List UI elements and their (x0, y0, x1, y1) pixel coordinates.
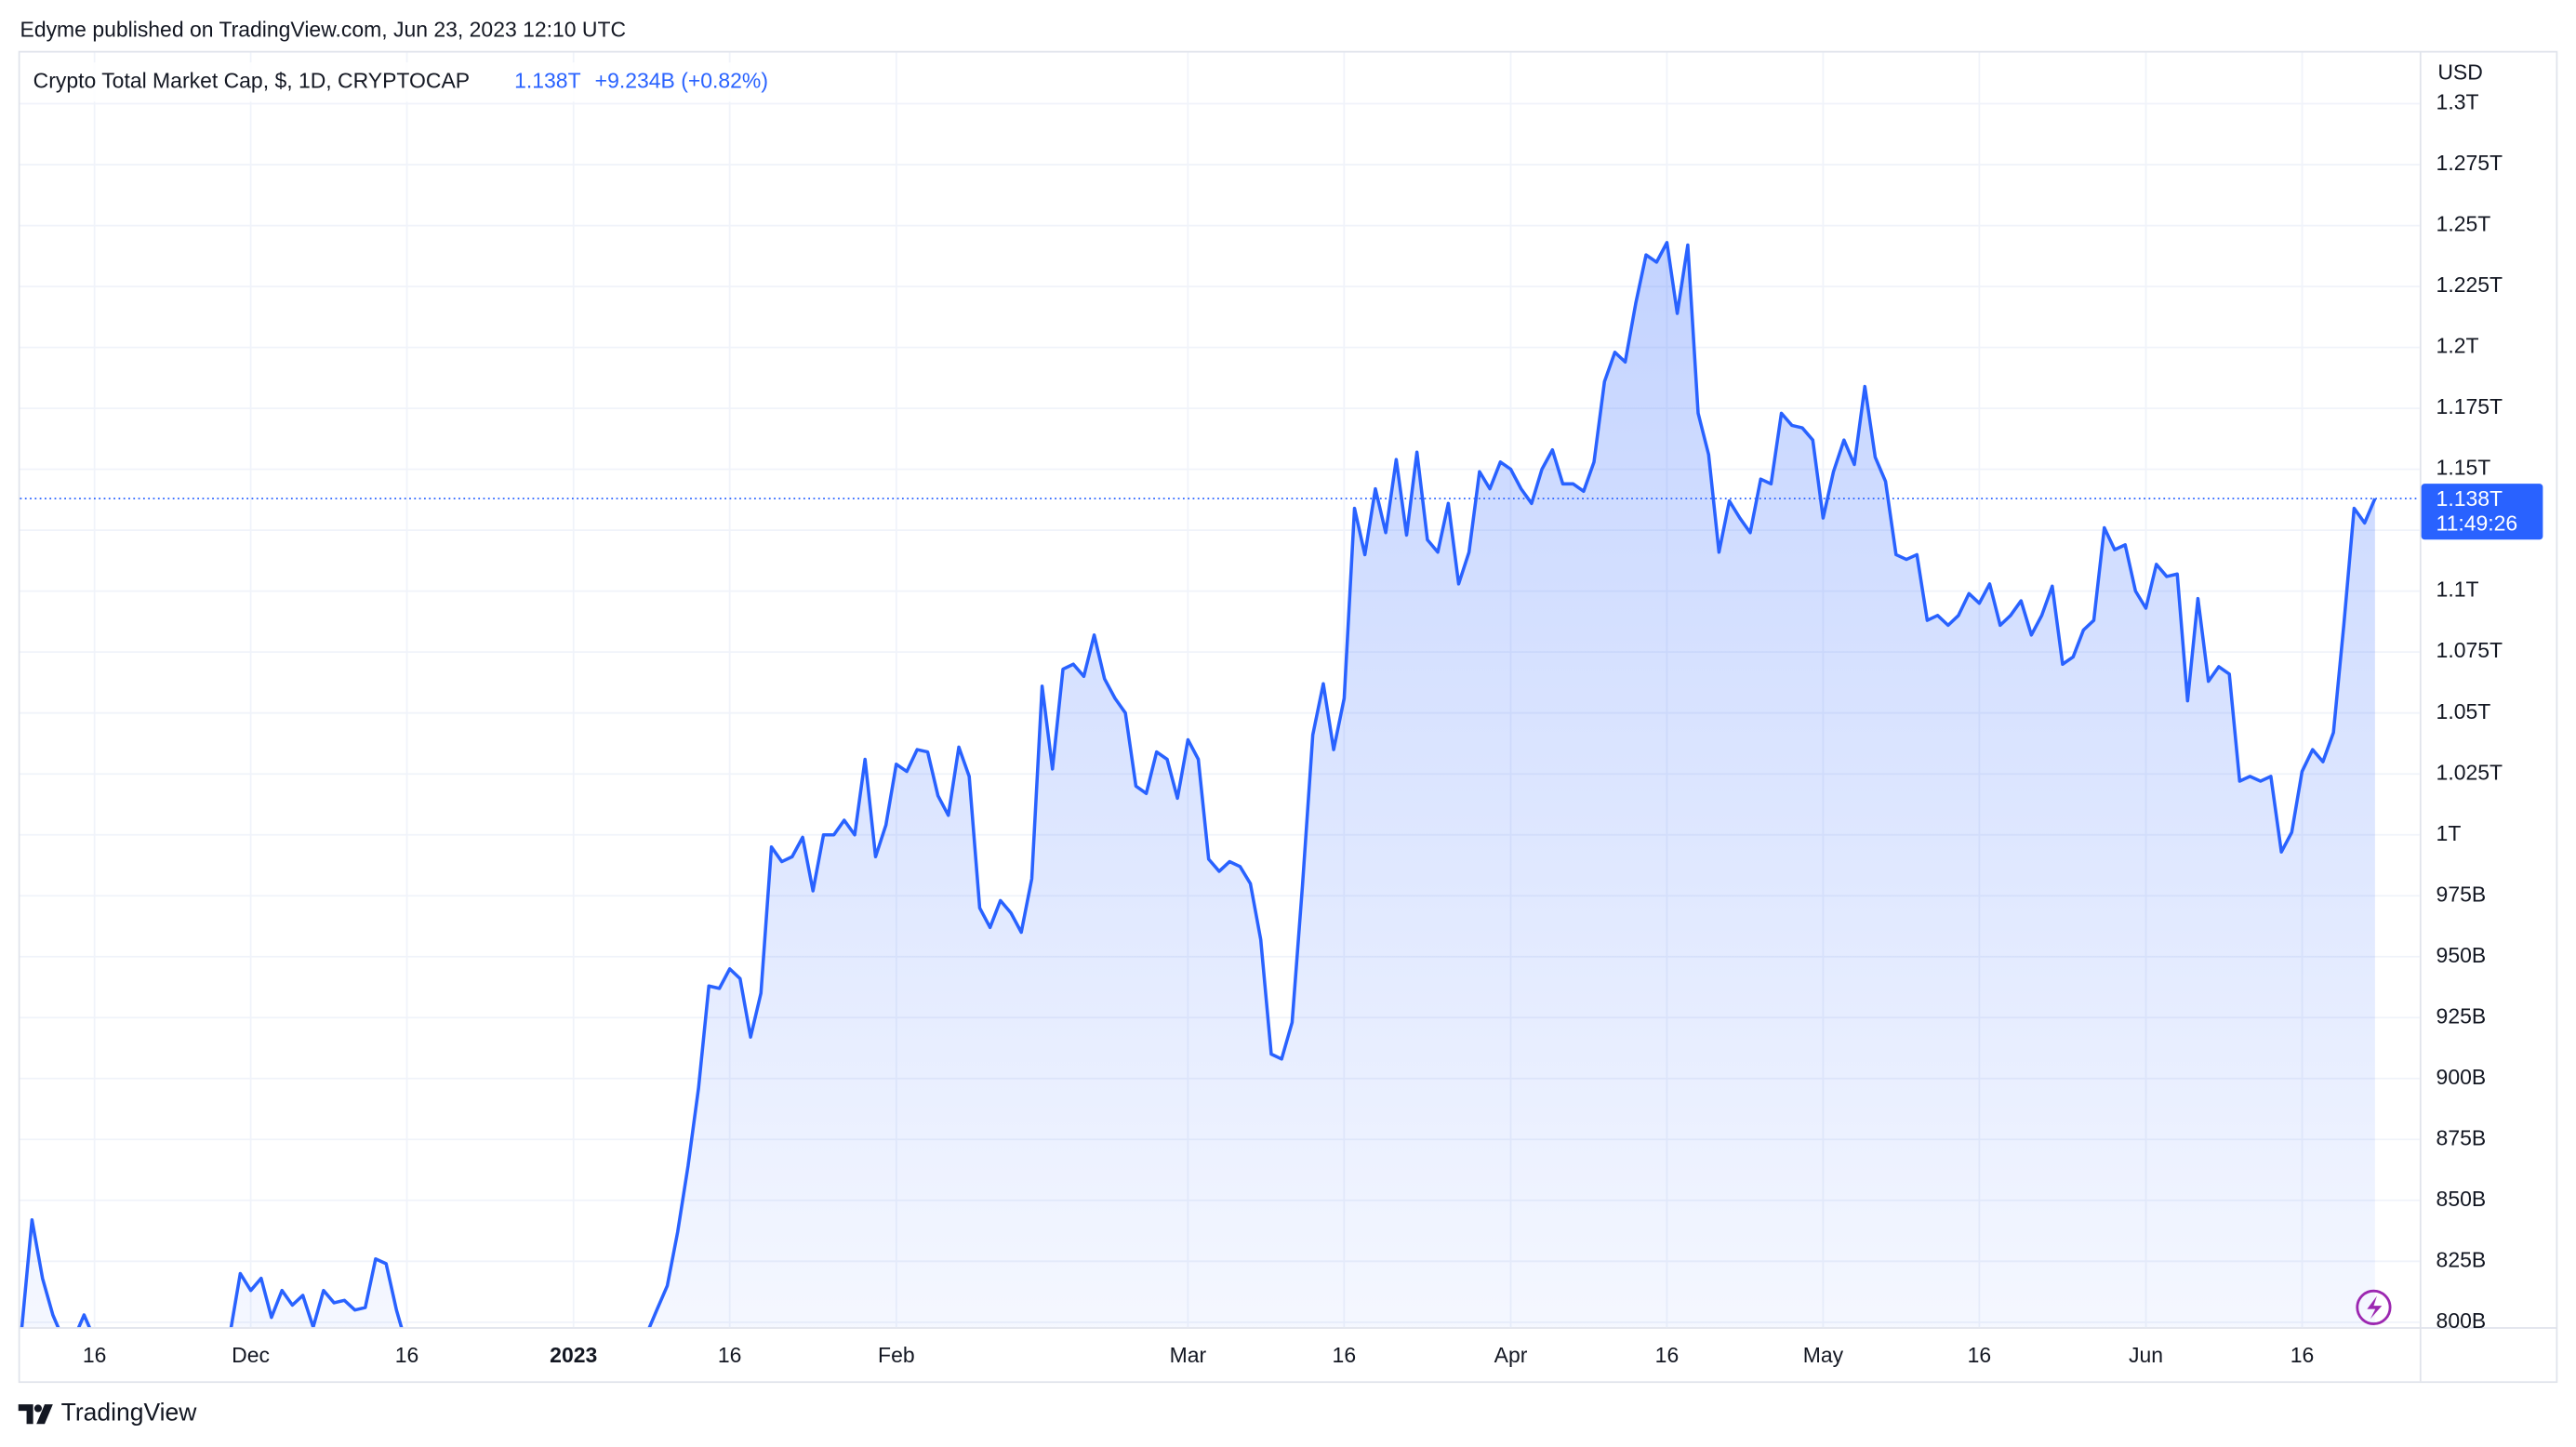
y-tick-label: 1.025T (2437, 760, 2503, 784)
x-tick-label: 16 (1333, 1343, 1357, 1367)
y-tick-label: 1.275T (2437, 151, 2503, 175)
replay-icon[interactable] (2356, 1289, 2392, 1325)
y-tick-label: 1T (2437, 821, 2462, 845)
y-tick-label: 825B (2437, 1247, 2487, 1271)
y-tick-label: 1.175T (2437, 394, 2503, 418)
y-tick-label: 850B (2437, 1187, 2487, 1211)
y-tick-label: 1.225T (2437, 272, 2503, 297)
x-tick-label: May (1803, 1343, 1844, 1367)
y-tick-label: 950B (2437, 943, 2487, 967)
last-price-tag (2421, 484, 2543, 540)
y-tick-label: 1.05T (2437, 699, 2491, 724)
y-tick-label: 1.25T (2437, 212, 2491, 236)
x-tick-label: Mar (1170, 1343, 1207, 1367)
plot (20, 241, 2377, 1328)
x-tick-label: Jun (2129, 1343, 2163, 1367)
x-tick-label: Dec (232, 1343, 270, 1367)
x-tick-label: 16 (83, 1343, 107, 1367)
x-tick-label: 2023 (550, 1343, 597, 1367)
published-line: Edyme published on TradingView.com, Jun … (20, 18, 627, 42)
x-tick-label: Feb (878, 1343, 915, 1367)
replay-bolt (2367, 1295, 2383, 1320)
y-tick-label: 925B (2437, 1003, 2487, 1028)
y-tick-label: 900B (2437, 1065, 2487, 1089)
y-tick-label: 975B (2437, 882, 2487, 906)
y-tick-label: 1.075T (2437, 638, 2503, 662)
y-tick-label: 800B (2437, 1308, 2487, 1333)
price-line (20, 241, 2377, 1328)
last-price-label: 1.138T (2437, 486, 2503, 511)
y-tick-label: 1.2T (2437, 334, 2479, 358)
currency-bg (2425, 54, 2555, 87)
x-tick-label: 16 (1655, 1343, 1680, 1367)
y-tick-label: 1.15T (2437, 456, 2491, 480)
x-tick-label: 16 (395, 1343, 419, 1367)
chart-frame (18, 50, 2558, 1384)
legend-symbol: Crypto Total Market Cap, $, 1D, CRYPTOCA… (33, 68, 470, 92)
y-tick-label: 1.1T (2437, 577, 2479, 602)
x-tick-label: Apr (1494, 1343, 1528, 1367)
area-fill (21, 242, 2375, 1328)
x-tick-label: 16 (718, 1343, 742, 1367)
tradingview-logo (18, 1404, 53, 1425)
currency: USD (2437, 60, 2482, 85)
x-tick-label: 16 (1968, 1343, 1992, 1367)
y-tick-label: 1.3T (2437, 90, 2479, 114)
x-tick-label: 16 (2291, 1343, 2315, 1367)
legend-change: +9.234B (+0.82%) (595, 68, 768, 92)
legend-bg (23, 62, 796, 102)
countdown: 11:49:26 (2437, 511, 2518, 535)
legend-last: 1.138T (514, 68, 580, 92)
y-tick-label: 875B (2437, 1125, 2487, 1149)
footer-brand: TradingView (61, 1399, 198, 1427)
